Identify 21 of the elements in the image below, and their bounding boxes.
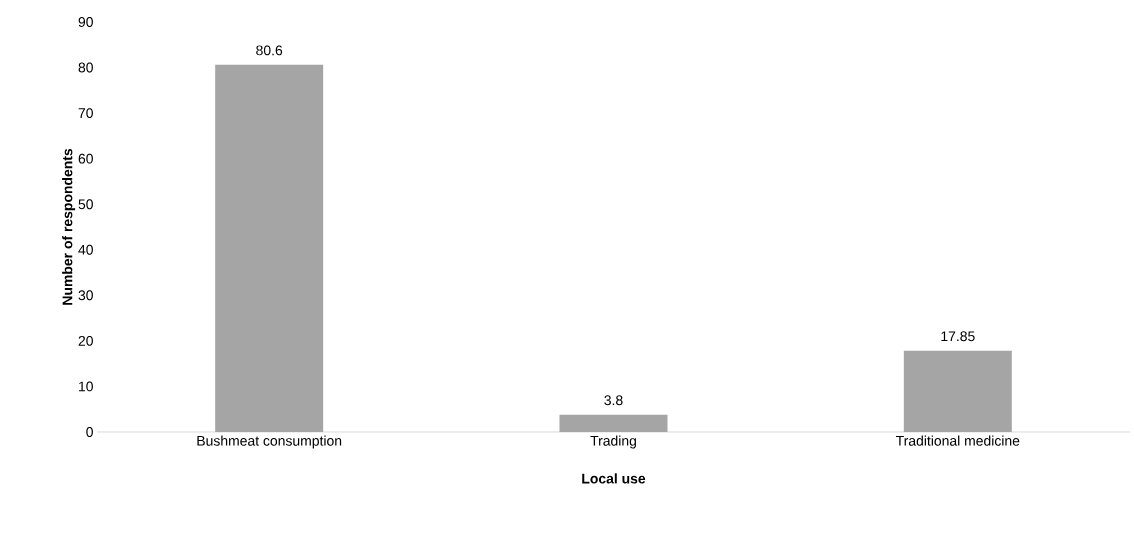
- y-tick-label: 40: [78, 244, 93, 255]
- x-axis-title: Local use: [582, 473, 646, 484]
- y-tick-label: 50: [78, 199, 93, 210]
- y-tick-label: 70: [78, 108, 93, 119]
- bar: [215, 64, 324, 432]
- y-tick-label: 10: [79, 381, 93, 392]
- y-tick-label: 0: [86, 427, 93, 437]
- data-label: 80.6: [256, 45, 283, 56]
- y-tick-label: 30: [78, 290, 93, 301]
- bar: [903, 350, 1012, 432]
- x-tick-label: Trading: [590, 435, 636, 449]
- y-tick-label: 60: [78, 153, 93, 164]
- y-tick-label: 90: [78, 17, 93, 27]
- data-label: 3.8: [604, 395, 623, 406]
- bar: [559, 414, 668, 432]
- x-tick-label: Bushmeat consumption: [197, 435, 342, 449]
- y-tick-label: 20: [78, 335, 93, 346]
- y-axis-title: Number of respondents: [62, 148, 76, 305]
- data-label: 17.85: [941, 331, 975, 342]
- x-tick-label: Traditional medicine: [895, 435, 1020, 446]
- y-tick-label: 80: [78, 62, 93, 73]
